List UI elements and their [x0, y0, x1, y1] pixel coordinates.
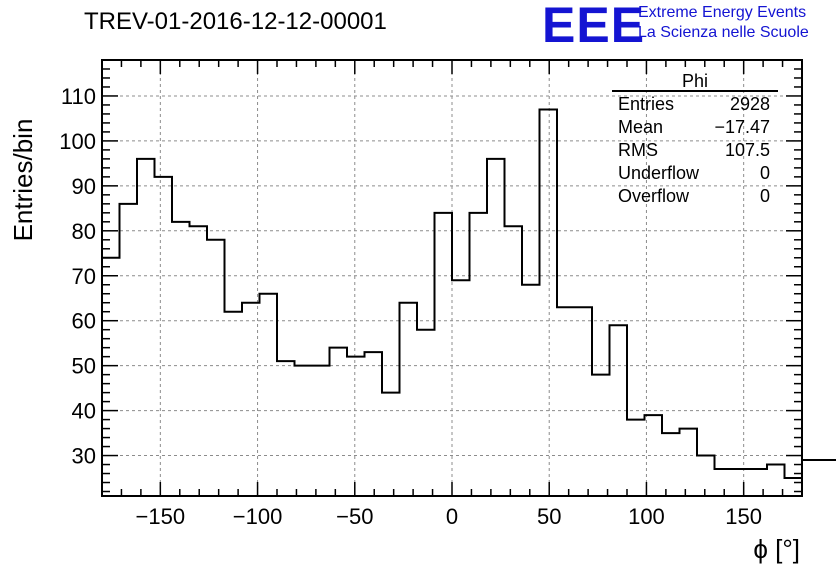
histogram-bin: [242, 303, 260, 496]
histogram-bin: [750, 469, 768, 496]
logo-caption-line2: La Scienza nelle Scuole: [638, 24, 809, 41]
histogram-bin: [207, 240, 225, 496]
histogram-bin: [330, 348, 348, 496]
stats-row-label: Overflow: [618, 186, 690, 206]
histogram-bin: [680, 429, 698, 496]
logo-caption-line1: Extreme Energy Events: [638, 4, 807, 21]
histogram-bin: [557, 307, 575, 496]
histogram-bin: [732, 469, 750, 496]
histogram-bin: [505, 226, 523, 496]
histogram-bin: [452, 280, 470, 496]
stats-row-value: 107.5: [725, 140, 770, 160]
histogram-bin: [522, 285, 540, 496]
histogram-bin: [802, 460, 820, 496]
histogram-bin: [347, 357, 365, 496]
histogram-bin: [137, 159, 155, 496]
histogram-bin: [312, 366, 330, 496]
histogram-bin: [190, 226, 208, 496]
y-tick-label: 60: [72, 309, 96, 334]
eee-logo: EEE: [542, 0, 646, 53]
x-axis-title: ϕ [°]: [753, 534, 800, 564]
stats-row-value: 2928: [730, 94, 770, 114]
stats-box: Phi Entries 2928 Mean −17.47 RMS 107.5 Underfl…: [612, 71, 778, 206]
histogram-outline: [101, 108, 836, 496]
x-tick-label: −50: [336, 504, 373, 529]
histogram-bin: [575, 307, 593, 496]
chart-title: TREV-01-2016-12-12-00001: [84, 8, 387, 35]
histogram-bin: [435, 213, 453, 496]
y-tick-label: 70: [72, 264, 96, 289]
y-tick-label: 100: [59, 129, 96, 154]
histogram-bin: [820, 460, 836, 496]
histogram-bin: [400, 303, 418, 496]
grid: [102, 60, 802, 496]
x-tick-label: 50: [537, 504, 561, 529]
x-tick-label: 100: [628, 504, 665, 529]
stats-row-value: 0: [760, 163, 770, 183]
stats-row-value: −17.47: [714, 117, 770, 137]
histogram-bin: [277, 361, 295, 496]
histogram-bin: [592, 375, 610, 496]
y-tick-label: 110: [61, 84, 96, 109]
x-tick-label: 0: [446, 504, 458, 529]
histogram-bin: [785, 478, 803, 496]
histogram-bin: [382, 393, 400, 496]
stats-row-label: Entries: [618, 94, 674, 114]
stats-row-label: Underflow: [618, 163, 700, 183]
stats-row-label: Mean: [618, 117, 663, 137]
stats-row-label: RMS: [618, 140, 658, 160]
histogram-bin: [470, 213, 488, 496]
histogram-bin: [662, 433, 680, 496]
histogram-bin: [295, 366, 313, 496]
x-tick-label: 150: [725, 504, 762, 529]
histogram-bin: [715, 469, 733, 496]
histogram-bin: [365, 352, 383, 496]
axes: −150 −100 −50 0 50 100 150 30 40 50 60 70 80 90 100 110: [59, 59, 803, 529]
histogram-bin: [610, 325, 628, 496]
histogram-series: [101, 108, 836, 496]
histogram-bin: [417, 330, 435, 496]
x-tick-label: −100: [233, 504, 283, 529]
stats-row-value: 0: [760, 186, 770, 206]
histogram-bin: [260, 294, 278, 496]
histogram-bin: [697, 456, 715, 496]
y-axis-title: Entries/bin: [8, 119, 38, 242]
histogram-bin: [627, 420, 645, 496]
y-tick-label: 80: [72, 219, 96, 244]
y-tick-label: 50: [72, 354, 96, 379]
histogram-bin: [487, 159, 505, 496]
histogram-bin: [172, 222, 190, 496]
histogram-bin: [540, 109, 558, 496]
y-tick-label: 90: [72, 174, 96, 199]
y-tick-label: 30: [72, 444, 96, 469]
histogram-bin: [120, 204, 138, 496]
stats-box-title: Phi: [682, 71, 708, 91]
y-tick-label: 40: [72, 399, 96, 424]
x-tick-label: −150: [136, 504, 186, 529]
histogram-bin: [225, 312, 243, 496]
histogram-bin: [155, 177, 173, 496]
